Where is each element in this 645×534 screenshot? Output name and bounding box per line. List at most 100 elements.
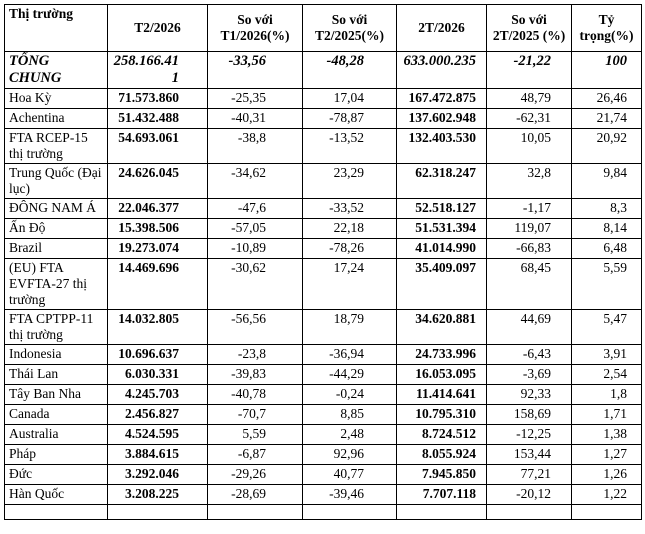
value-cell: -33,52 xyxy=(302,197,397,219)
value-cell: 34.620.881 xyxy=(396,308,487,345)
market-name-cell: Brazil xyxy=(4,237,108,259)
market-name-cell: Pháp xyxy=(4,443,108,465)
market-name-cell: Trung Quốc (Đại lục) xyxy=(4,163,108,199)
value-cell: 6.030.331 xyxy=(107,363,208,385)
value-cell: 258.166.411 xyxy=(107,50,208,90)
table-row: Pháp 3.884.615 -6,87 92,96 8.055.924 153,44 1,… xyxy=(4,443,642,465)
value-cell: -78,87 xyxy=(302,108,397,130)
value-cell: -30,62 xyxy=(207,257,303,310)
value-cell: -34,62 xyxy=(207,163,303,199)
table-row: Trung Quốc (Đại lục) 24.626.045 -34,62 23,2… xyxy=(4,163,642,199)
empty-cell xyxy=(207,503,303,520)
value-cell: 10.795.310 xyxy=(396,403,487,425)
value-cell: 11.414.641 xyxy=(396,383,487,405)
value-cell: 7.707.118 xyxy=(396,483,487,505)
value-cell: -6,43 xyxy=(486,343,572,365)
value-cell: 10,05 xyxy=(486,128,572,165)
market-name-cell: Ấn Độ xyxy=(4,217,108,239)
value-cell: 14.469.696 xyxy=(107,257,208,310)
value-cell: 3,91 xyxy=(571,343,642,365)
table-header: Thị trường T2/2026 So với T1/2026(%) So … xyxy=(4,4,642,52)
empty-cell xyxy=(571,503,642,520)
value-cell: 51.432.488 xyxy=(107,108,208,130)
value-cell: 3.292.046 xyxy=(107,463,208,485)
header-vs-t2-2025: So với T2/2025(%) xyxy=(302,4,397,52)
value-cell: -23,8 xyxy=(207,343,303,365)
value-cell: 100 xyxy=(571,50,642,90)
value-cell: -36,94 xyxy=(302,343,397,365)
value-cell: 92,96 xyxy=(302,443,397,465)
value-cell: -38,8 xyxy=(207,128,303,165)
value-cell: 51.531.394 xyxy=(396,217,487,239)
value-cell: 1,8 xyxy=(571,383,642,405)
value-cell: -56,56 xyxy=(207,308,303,345)
value-cell: 19.273.074 xyxy=(107,237,208,259)
empty-cell xyxy=(486,503,572,520)
value-cell: -44,29 xyxy=(302,363,397,385)
value-cell: 26,46 xyxy=(571,88,642,110)
value-cell: -39,83 xyxy=(207,363,303,385)
value-cell: -10,89 xyxy=(207,237,303,259)
value-cell: -62,31 xyxy=(486,108,572,130)
value-cell: 5,59 xyxy=(207,423,303,445)
value-cell: 153,44 xyxy=(486,443,572,465)
value-cell: -21,22 xyxy=(486,50,572,90)
market-name-cell: TỔNG CHUNG xyxy=(4,50,108,90)
table-body: TỔNG CHUNG 258.166.411 -33,56 -48,28 633.000… xyxy=(4,50,642,520)
value-cell: 54.693.061 xyxy=(107,128,208,165)
value-cell: 22,18 xyxy=(302,217,397,239)
table-row: Tây Ban Nha 4.245.703 -40,78 -0,24 11.414.64… xyxy=(4,383,642,405)
value-cell: 71.573.860 xyxy=(107,88,208,110)
value-cell: -12,25 xyxy=(486,423,572,445)
value-cell: 1,38 xyxy=(571,423,642,445)
table-row: Indonesia 10.696.637 -23,8 -36,94 24.733.996… xyxy=(4,343,642,365)
market-name-cell: Achentina xyxy=(4,108,108,130)
header-vs-t1-2026: So với T1/2026(%) xyxy=(207,4,303,52)
value-cell: 6,48 xyxy=(571,237,642,259)
header-t2-2026: T2/2026 xyxy=(107,4,208,52)
value-cell: 16.053.095 xyxy=(396,363,487,385)
market-name-cell: Canada xyxy=(4,403,108,425)
market-name-cell: (EU) FTA EVFTA-27 thị trường xyxy=(4,257,108,310)
value-cell: -29,26 xyxy=(207,463,303,485)
value-cell: 5,59 xyxy=(571,257,642,310)
table-row: (EU) FTA EVFTA-27 thị trường 14.469.696 -3… xyxy=(4,257,642,310)
value-cell: -40,78 xyxy=(207,383,303,405)
value-cell: -13,52 xyxy=(302,128,397,165)
value-cell: 137.602.948 xyxy=(396,108,487,130)
value-cell: -25,35 xyxy=(207,88,303,110)
empty-cell xyxy=(4,503,108,520)
table-row: FTA RCEP-15 thị trường 54.693.061 -38,8 -13… xyxy=(4,128,642,165)
value-cell: -3,69 xyxy=(486,363,572,385)
value-cell: 3.884.615 xyxy=(107,443,208,465)
empty-cell xyxy=(107,503,208,520)
market-name-cell: Tây Ban Nha xyxy=(4,383,108,405)
value-cell: 68,45 xyxy=(486,257,572,310)
value-cell: 132.403.530 xyxy=(396,128,487,165)
value-cell: 2,48 xyxy=(302,423,397,445)
value-cell: 44,69 xyxy=(486,308,572,345)
value-cell: 8.724.512 xyxy=(396,423,487,445)
value-cell: -1,17 xyxy=(486,197,572,219)
value-cell: 15.398.506 xyxy=(107,217,208,239)
value-cell: 23,29 xyxy=(302,163,397,199)
market-data-table: Thị trường T2/2026 So với T1/2026(%) So … xyxy=(4,4,642,520)
table-row: Achentina 51.432.488 -40,31 -78,87 137.602.9… xyxy=(4,108,642,130)
value-cell: 1,71 xyxy=(571,403,642,425)
value-cell: 10.696.637 xyxy=(107,343,208,365)
table-row: Ấn Độ 15.398.506 -57,05 22,18 51.531.394 119,… xyxy=(4,217,642,239)
value-cell: 18,79 xyxy=(302,308,397,345)
value-cell: 24.626.045 xyxy=(107,163,208,199)
value-cell: 4.524.595 xyxy=(107,423,208,445)
market-name-cell: FTA CPTPP-11 thị trường xyxy=(4,308,108,345)
value-cell: 17,24 xyxy=(302,257,397,310)
value-cell: 3.208.225 xyxy=(107,483,208,505)
value-cell: 167.472.875 xyxy=(396,88,487,110)
market-name-cell: Đức xyxy=(4,463,108,485)
value-cell: 2.456.827 xyxy=(107,403,208,425)
value-cell: 32,8 xyxy=(486,163,572,199)
value-cell: -40,31 xyxy=(207,108,303,130)
table-row: Thái Lan 6.030.331 -39,83 -44,29 16.053.095-… xyxy=(4,363,642,385)
value-cell: 21,74 xyxy=(571,108,642,130)
value-cell: -0,24 xyxy=(302,383,397,405)
